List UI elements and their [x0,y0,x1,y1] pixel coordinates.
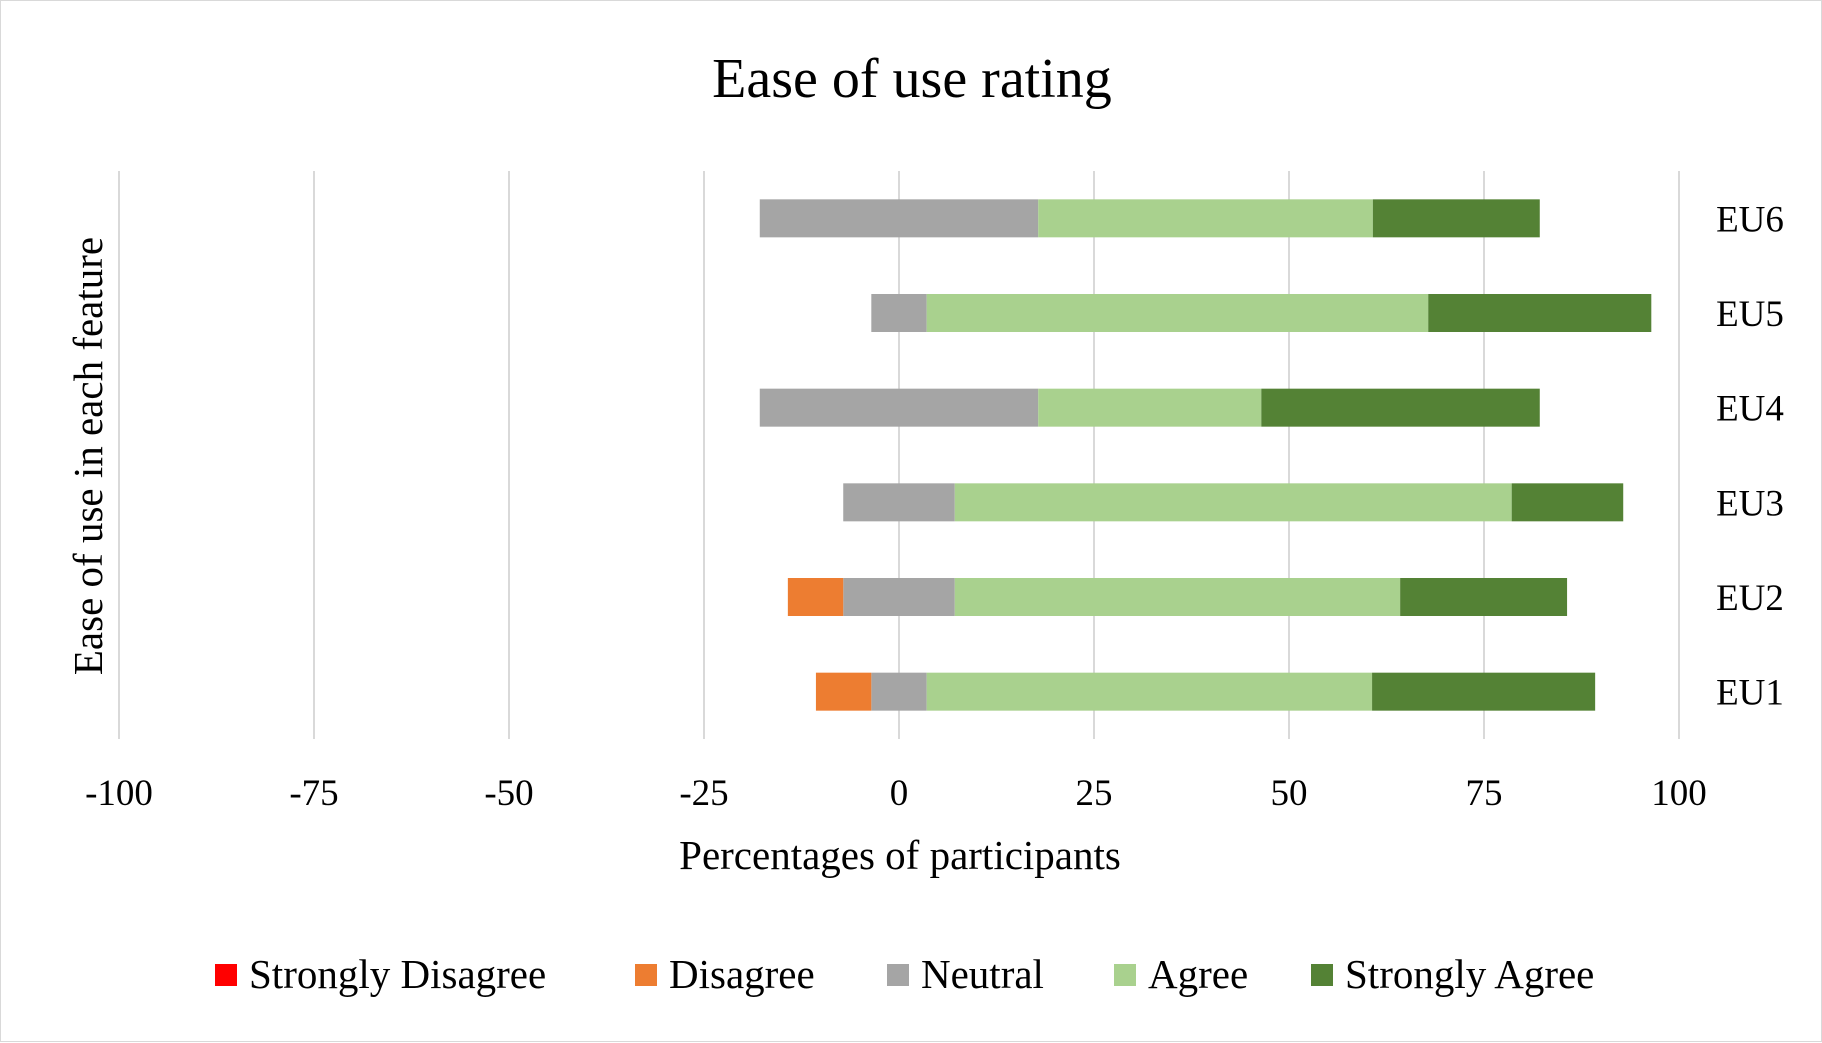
x-tick-label: 50 [1271,773,1308,814]
legend-label: Agree [1148,951,1248,997]
legend: Strongly Disagree Disagree Neutral Agree Str… [215,951,1594,997]
legend-label: Strongly Agree [1345,951,1594,997]
bar-agree-eu4 [1038,388,1262,427]
legend-swatch [1114,964,1136,986]
x-tick-label: -100 [85,773,153,814]
bar-neutral-eu4 [759,388,1039,427]
bar-agree-eu3 [954,483,1512,522]
category-label: EU6 [1716,199,1784,240]
x-tick-label: 25 [1076,773,1113,814]
legend-label: Neutral [921,951,1044,997]
x-tick-labels: -100 -75 -50 -25 0 25 50 75 100 [85,773,1707,814]
legend-swatch [635,964,657,986]
x-tick-label: -25 [679,773,728,814]
category-label: EU1 [1716,673,1784,714]
bar-neutral-eu3 [843,483,955,522]
legend-item: Disagree [635,951,815,997]
gridlines [118,171,1680,739]
bar-strongly-agree-eu1 [1372,672,1596,711]
category-label: EU3 [1716,483,1784,524]
x-tick-label: -75 [289,773,338,814]
x-tick-label: 100 [1651,773,1707,814]
legend-swatch [215,964,237,986]
legend-swatch [1311,964,1333,986]
bar-strongly-agree-eu4 [1261,388,1540,427]
bar-neutral-eu5 [871,294,927,332]
x-tick-label: -50 [484,773,533,814]
category-label: EU4 [1716,389,1784,430]
bar-strongly-agree-eu2 [1400,578,1568,616]
legend-item: Neutral [887,951,1044,997]
category-label: EU2 [1716,578,1784,619]
legend-label: Strongly Disagree [249,951,546,997]
bar-strongly-agree-eu5 [1428,294,1652,332]
bar-neutral-eu2 [843,578,955,616]
y-axis-title: Ease of use in each feature [65,237,111,675]
bar-strongly-agree-eu3 [1511,483,1624,522]
bars [759,199,1652,711]
bar-agree-eu1 [926,672,1373,711]
x-tick-label: 0 [890,773,909,814]
bar-disagree-eu2 [787,578,844,616]
category-labels: EU1 EU2 EU3 EU4 EU5 EU6 [1716,199,1784,713]
category-label: EU5 [1716,294,1784,335]
legend-swatch [887,964,909,986]
x-axis-title: Percentages of participants [679,832,1121,878]
chart-title: Ease of use rating [712,48,1112,110]
bar-disagree-eu1 [815,672,872,711]
legend-item: Agree [1114,951,1248,997]
legend-label: Disagree [669,951,815,997]
bar-agree-eu6 [1038,199,1373,238]
bar-agree-eu2 [954,578,1401,616]
x-tick-label: 75 [1466,773,1503,814]
legend-item: Strongly Disagree [215,951,546,997]
bar-strongly-agree-eu6 [1372,199,1540,238]
bar-neutral-eu1 [871,672,927,711]
bar-agree-eu5 [926,294,1429,332]
legend-item: Strongly Agree [1311,951,1594,997]
bar-neutral-eu6 [759,199,1039,238]
